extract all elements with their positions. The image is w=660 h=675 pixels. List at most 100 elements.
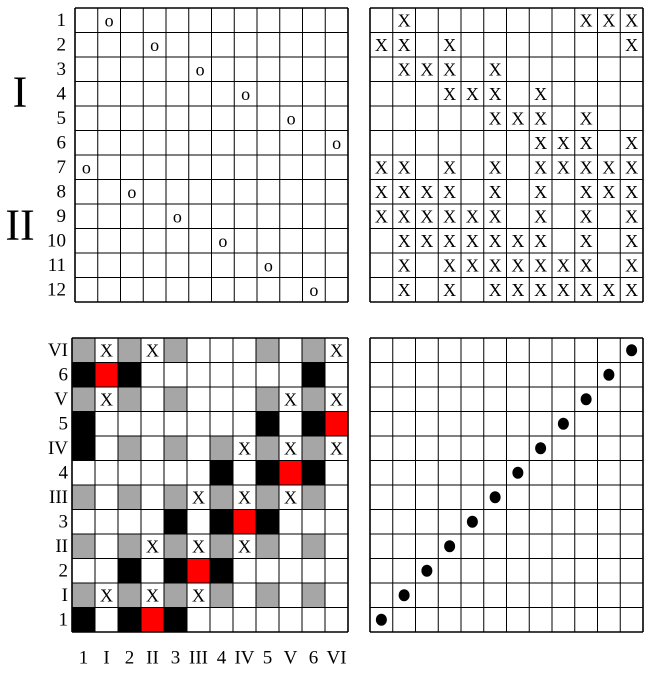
row-label: 4: [57, 83, 67, 104]
dot: [535, 442, 547, 455]
cell-mark: X: [625, 157, 638, 177]
dot: [444, 540, 456, 553]
cell-fill: [187, 558, 210, 583]
cell-mark: X: [557, 157, 570, 177]
cell-mark: X: [443, 35, 456, 55]
cell-fill: [164, 387, 187, 412]
cell-fill: [256, 485, 279, 510]
cell-fill: [187, 362, 210, 387]
cell-mark: X: [580, 108, 593, 128]
cell-mark: o: [127, 182, 136, 202]
cell-fill: [118, 362, 141, 387]
cell-fill: [141, 607, 164, 632]
cell-mark: X: [238, 438, 251, 458]
cell-fill: [72, 534, 95, 559]
cell-mark: X: [443, 157, 456, 177]
cell-fill: [187, 485, 210, 510]
cell-fill: [164, 362, 187, 387]
cell-mark: X: [602, 157, 615, 177]
column-label: 3: [171, 648, 181, 669]
cell-fill: [118, 607, 141, 632]
cell-fill: [210, 411, 233, 436]
cell-mark: o: [309, 280, 318, 300]
cell-fill: [279, 387, 302, 412]
cell-mark: o: [105, 10, 114, 30]
cell-mark: X: [602, 280, 615, 300]
cell-fill: [279, 411, 302, 436]
cell-mark: X: [580, 182, 593, 202]
cell-mark: X: [489, 206, 502, 226]
cell-mark: X: [398, 255, 411, 275]
cell-mark: X: [443, 280, 456, 300]
cell-fill: [164, 485, 187, 510]
cell-mark: X: [420, 231, 433, 251]
column-label: I: [103, 648, 109, 669]
cell-fill: [233, 387, 256, 412]
cell-mark: X: [489, 231, 502, 251]
cell-mark: X: [625, 133, 638, 153]
cell-mark: X: [534, 231, 547, 251]
cell-fill: [233, 607, 256, 632]
cell-fill: [233, 534, 256, 559]
cell-fill: [141, 338, 164, 363]
cell-fill: [233, 338, 256, 363]
cell-mark: X: [534, 108, 547, 128]
cell-mark: X: [557, 133, 570, 153]
cell-mark: X: [375, 35, 388, 55]
cell-fill: [325, 607, 348, 632]
cell-fill: [325, 583, 348, 608]
cell-fill: [233, 460, 256, 485]
cell-mark: X: [489, 84, 502, 104]
cell-fill: [279, 460, 302, 485]
cell-fill: [210, 509, 233, 534]
column-label: III: [189, 648, 208, 669]
cell-fill: [141, 534, 164, 559]
cell-mark: o: [150, 35, 159, 55]
cell-fill: [233, 583, 256, 608]
cell-mark: X: [534, 182, 547, 202]
row-label: 11: [48, 255, 66, 276]
cell-mark: X: [443, 59, 456, 79]
row-label: 12: [47, 279, 66, 300]
cell-fill: [118, 338, 141, 363]
cell-fill: [141, 485, 164, 510]
cell-mark: X: [443, 182, 456, 202]
cell-mark: X: [625, 206, 638, 226]
cell-mark: X: [580, 280, 593, 300]
cell-fill: [302, 558, 325, 583]
cell-fill: [279, 534, 302, 559]
cell-fill: [164, 607, 187, 632]
cell-fill: [141, 460, 164, 485]
cell-mark: X: [398, 231, 411, 251]
cell-fill: [210, 387, 233, 412]
cell-mark: X: [580, 255, 593, 275]
cell-mark: X: [602, 182, 615, 202]
cell-mark: X: [466, 255, 479, 275]
cell-mark: o: [332, 133, 341, 153]
cell-fill: [325, 362, 348, 387]
cell-mark: X: [398, 35, 411, 55]
cell-mark: X: [420, 59, 433, 79]
cell-mark: X: [534, 157, 547, 177]
cell-fill: [187, 436, 210, 461]
row-label: 5: [59, 413, 69, 434]
cell-mark: X: [625, 10, 638, 30]
cell-mark: X: [511, 108, 524, 128]
cell-mark: X: [100, 340, 113, 360]
cell-mark: X: [375, 182, 388, 202]
cell-fill: [302, 485, 325, 510]
cell-mark: X: [534, 255, 547, 275]
cell-fill: [95, 534, 118, 559]
cell-fill: [118, 485, 141, 510]
cell-fill: [164, 509, 187, 534]
cell-mark: X: [192, 536, 205, 556]
cell-mark: o: [196, 59, 205, 79]
column-label: VI: [326, 648, 346, 669]
cell-fill: [256, 411, 279, 436]
dot: [626, 344, 638, 357]
row-label: VI: [48, 340, 68, 361]
cell-fill: [95, 485, 118, 510]
cell-mark: X: [602, 10, 615, 30]
row-label: 8: [57, 181, 67, 202]
cell-mark: X: [466, 231, 479, 251]
